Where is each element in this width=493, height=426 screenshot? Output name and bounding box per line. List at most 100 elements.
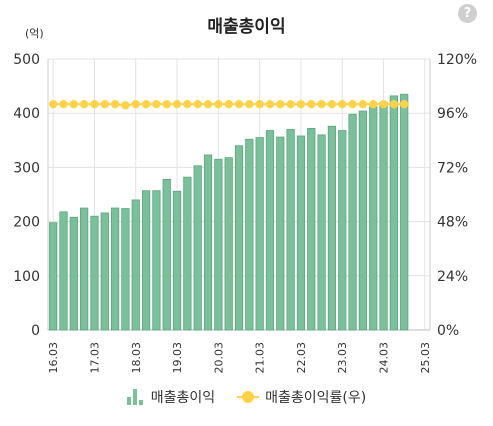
x-tick-label: 19.03 <box>171 342 184 374</box>
bar <box>338 130 347 331</box>
bar <box>172 190 182 331</box>
x-tick-label: 23.03 <box>336 342 349 374</box>
bar <box>389 95 398 331</box>
y-tick-label-right: 120% <box>437 52 477 68</box>
y-tick-label-left: 400 <box>13 106 40 122</box>
bar <box>59 211 68 331</box>
bar <box>69 216 78 331</box>
legend-item-bar[interactable]: 매출총이익 <box>126 387 216 407</box>
line-point <box>162 99 171 109</box>
line-point <box>90 99 99 109</box>
line-point <box>203 99 213 109</box>
bar <box>327 125 337 331</box>
bar <box>379 101 388 331</box>
line-point <box>110 99 120 109</box>
line-point <box>327 99 337 109</box>
bar <box>296 135 306 331</box>
bar <box>152 190 161 331</box>
x-tick-label: 17.03 <box>88 342 101 374</box>
line-point <box>121 101 130 110</box>
chart-title: 매출총이익 <box>207 17 286 37</box>
line-dot-icon <box>237 391 260 403</box>
bar <box>234 145 244 331</box>
legend-label-line: 매출총이익률(우) <box>265 390 367 406</box>
y-tick-label-left: 100 <box>13 269 40 285</box>
line-point <box>183 99 192 109</box>
bar-series <box>49 93 409 331</box>
line-point <box>131 99 140 109</box>
x-axis-ticks: 16.03 17.03 18.03 19.03 20.03 21.03 22.03 23.03… <box>47 342 432 374</box>
y-unit-label: (억) <box>25 27 44 40</box>
line-point <box>286 99 295 109</box>
x-tick-label: 24.03 <box>378 342 391 374</box>
legend: 매출총이익 매출총이익률(우) <box>0 385 493 409</box>
line-point <box>100 99 109 109</box>
line-point <box>234 99 244 109</box>
y-tick-label-left: 500 <box>13 52 40 68</box>
x-tick-label: 22.03 <box>295 342 308 374</box>
bar <box>265 130 275 331</box>
bar <box>369 106 378 331</box>
left-axis-ticks: 0 100 200 300 400 500 <box>13 52 40 339</box>
bar <box>49 222 58 331</box>
y-tick-label-right: 24% <box>437 269 468 285</box>
line-point <box>358 99 368 109</box>
line-point <box>369 99 378 109</box>
line-point <box>79 99 89 109</box>
bar <box>255 137 264 331</box>
bar <box>131 199 140 331</box>
y-tick-label-right: 72% <box>437 160 468 176</box>
y-tick-label-left: 0 <box>31 323 40 339</box>
line-point <box>265 99 275 109</box>
line-point <box>296 99 306 109</box>
bar <box>141 190 151 331</box>
bar <box>400 93 409 331</box>
line-point <box>48 99 58 109</box>
bar <box>121 208 130 331</box>
line-point <box>389 99 399 109</box>
bar <box>90 215 99 331</box>
legend-item-line[interactable]: 매출총이익률(우) <box>237 387 366 407</box>
y-tick-label-right: 48% <box>437 215 468 231</box>
line-point <box>348 99 357 109</box>
bar <box>100 212 109 331</box>
line-point <box>276 99 285 109</box>
line-point <box>69 99 79 109</box>
line-point <box>59 99 68 109</box>
bar <box>245 138 254 331</box>
line-point <box>379 99 388 109</box>
line-point <box>224 99 233 109</box>
legend-label-bar: 매출총이익 <box>150 390 216 406</box>
line-point <box>399 99 409 109</box>
x-tick-label: 18.03 <box>130 342 143 374</box>
line-point <box>338 99 347 109</box>
line-point <box>245 99 254 109</box>
line-point <box>255 99 264 109</box>
x-tick-label: 25.03 <box>419 342 432 374</box>
y-tick-label-left: 300 <box>13 160 40 176</box>
line-point <box>141 99 151 109</box>
bar <box>276 136 285 331</box>
bar <box>214 158 223 331</box>
bar-chart-icon <box>126 389 145 405</box>
bar <box>307 127 316 331</box>
y-tick-label-right: 96% <box>437 106 468 122</box>
bar <box>358 110 368 331</box>
y-tick-label-right: 0% <box>437 323 459 339</box>
line-point <box>307 99 316 109</box>
line-point <box>193 99 202 109</box>
bar <box>203 154 213 331</box>
help-icon[interactable]: ? <box>458 4 477 23</box>
x-tick-label: 21.03 <box>254 342 267 374</box>
bar <box>162 178 171 331</box>
x-tick-label: 20.03 <box>212 342 225 374</box>
line-point <box>214 99 223 109</box>
x-tick-label: 16.03 <box>47 342 60 374</box>
bar <box>193 165 202 331</box>
line-point <box>317 99 326 109</box>
line-point <box>152 99 161 109</box>
y-tick-label-left: 200 <box>13 215 40 231</box>
bar <box>348 113 357 331</box>
bar <box>317 134 326 331</box>
bar <box>183 176 192 331</box>
